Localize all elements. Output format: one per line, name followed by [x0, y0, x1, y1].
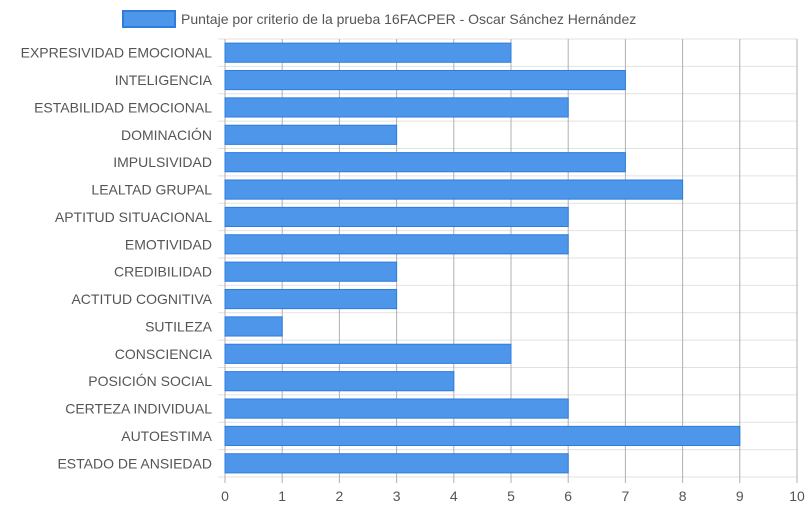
x-tick-label: 6	[564, 488, 572, 504]
x-tick-label: 7	[622, 488, 630, 504]
bar[interactable]	[224, 261, 398, 282]
category-label: LEALTAD GRUPAL	[91, 182, 212, 198]
x-tick-label: 0	[221, 488, 229, 504]
category-label: DOMINACIÓN	[121, 127, 212, 143]
bar[interactable]	[224, 97, 569, 118]
category-label: EXPRESIVIDAD EMOCIONAL	[21, 45, 213, 61]
x-tick-label: 4	[450, 488, 458, 504]
category-label: ESTADO DE ANSIEDAD	[57, 455, 212, 471]
x-axis-ticks: 0 1 2 3 4 5 6 7 8 9 10	[221, 488, 805, 504]
bar[interactable]	[224, 124, 398, 145]
x-tick-label: 3	[393, 488, 401, 504]
category-label: ACTITUD COGNITIVA	[71, 291, 212, 307]
category-label: IMPULSIVIDAD	[113, 154, 212, 170]
bar[interactable]	[224, 206, 569, 228]
category-label: CERTEZA INDIVIDUAL	[65, 401, 212, 417]
category-label: AUTOESTIMA	[121, 428, 212, 444]
legend-swatch[interactable]	[122, 10, 176, 28]
bar[interactable]	[224, 425, 741, 447]
category-label: CONSCIENCIA	[115, 346, 213, 362]
category-labels: EXPRESIVIDAD EMOCIONAL INTELIGENCIA ESTABI…	[21, 45, 213, 472]
bar[interactable]	[224, 316, 283, 337]
category-label: SUTILEZA	[145, 318, 213, 334]
bar[interactable]	[224, 179, 684, 200]
category-label: POSICIÓN SOCIAL	[88, 373, 212, 389]
legend[interactable]: Puntaje por criterio de la prueba 16FACP…	[122, 10, 636, 28]
bar[interactable]	[224, 371, 455, 392]
bar[interactable]	[224, 343, 512, 364]
category-label: EMOTIVIDAD	[125, 236, 212, 252]
legend-label[interactable]: Puntaje por criterio de la prueba 16FACP…	[181, 11, 636, 27]
bar[interactable]	[224, 453, 569, 474]
x-tick-label: 5	[507, 488, 515, 504]
x-tick-label: 9	[736, 488, 744, 504]
bar[interactable]	[224, 152, 626, 173]
category-label: INTELIGENCIA	[115, 72, 213, 88]
category-label: ESTABILIDAD EMOCIONAL	[34, 99, 212, 115]
bar[interactable]	[224, 398, 569, 419]
bars	[224, 42, 741, 474]
bar[interactable]	[224, 42, 512, 63]
x-tick-label: 8	[679, 488, 687, 504]
x-tick-label: 2	[336, 488, 344, 504]
category-label: CREDIBILIDAD	[114, 264, 212, 280]
x-tick-label: 10	[789, 488, 805, 504]
x-tick-label: 1	[278, 488, 286, 504]
bar[interactable]	[224, 288, 398, 310]
bar[interactable]	[224, 69, 626, 91]
bar[interactable]	[224, 234, 569, 255]
category-label: APTITUD SITUACIONAL	[55, 209, 212, 225]
